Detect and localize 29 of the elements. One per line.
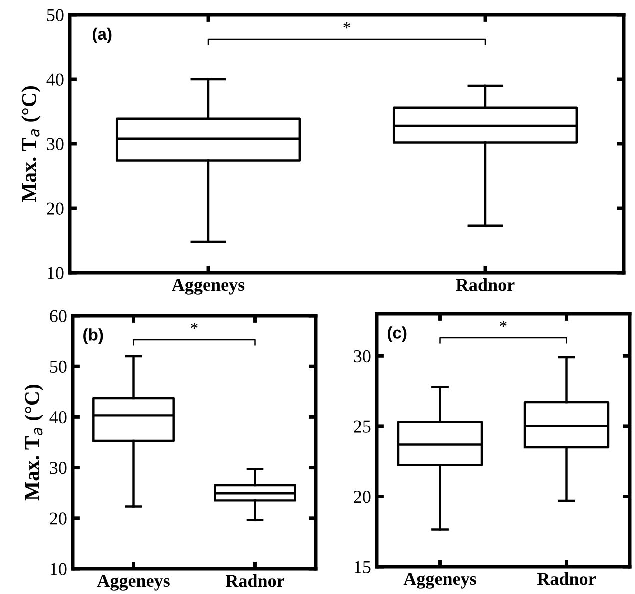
y-tick-label: 60	[50, 310, 67, 322]
y-tick-label: 50	[50, 360, 67, 374]
x-tick-label: Radnor	[226, 574, 284, 588]
y-tick-label: 25	[354, 420, 371, 433]
x-tick-label: Aggeneys	[97, 575, 170, 591]
y-axis-title: Max. T$_{a}$ (°C)	[24, 384, 44, 501]
x-tick-label: Aggeneys	[404, 573, 476, 589]
y-tick-label: 20	[47, 202, 64, 215]
x-tick-label: Radnor	[537, 572, 596, 586]
y-tick-label: 50	[47, 9, 64, 22]
y-tick-label: 10	[50, 563, 67, 576]
y-tick-label: 20	[354, 490, 371, 504]
y-tick-label: 40	[50, 411, 67, 424]
x-tick-label: Radnor	[456, 278, 515, 292]
y-tick-label: 40	[46, 74, 64, 86]
annotation: *	[500, 321, 507, 328]
y-tick-label: 10	[48, 267, 64, 280]
annotation: (c)	[388, 326, 407, 342]
y-tick-label: 30	[50, 462, 67, 474]
y-tick-label: 20	[50, 512, 67, 525]
annotation: *	[191, 323, 198, 330]
y-tick-label: 30	[354, 350, 371, 363]
y-tick-label: 30	[47, 138, 64, 150]
y-axis-title: Max. T$_{a}$ (°C)	[22, 86, 41, 202]
annotation: *	[344, 22, 350, 29]
y-tick-label: 15	[354, 561, 371, 574]
annotation: (a)	[92, 28, 112, 44]
x-tick-label: Aggeneys	[172, 279, 245, 295]
annotation: (b)	[84, 328, 104, 344]
